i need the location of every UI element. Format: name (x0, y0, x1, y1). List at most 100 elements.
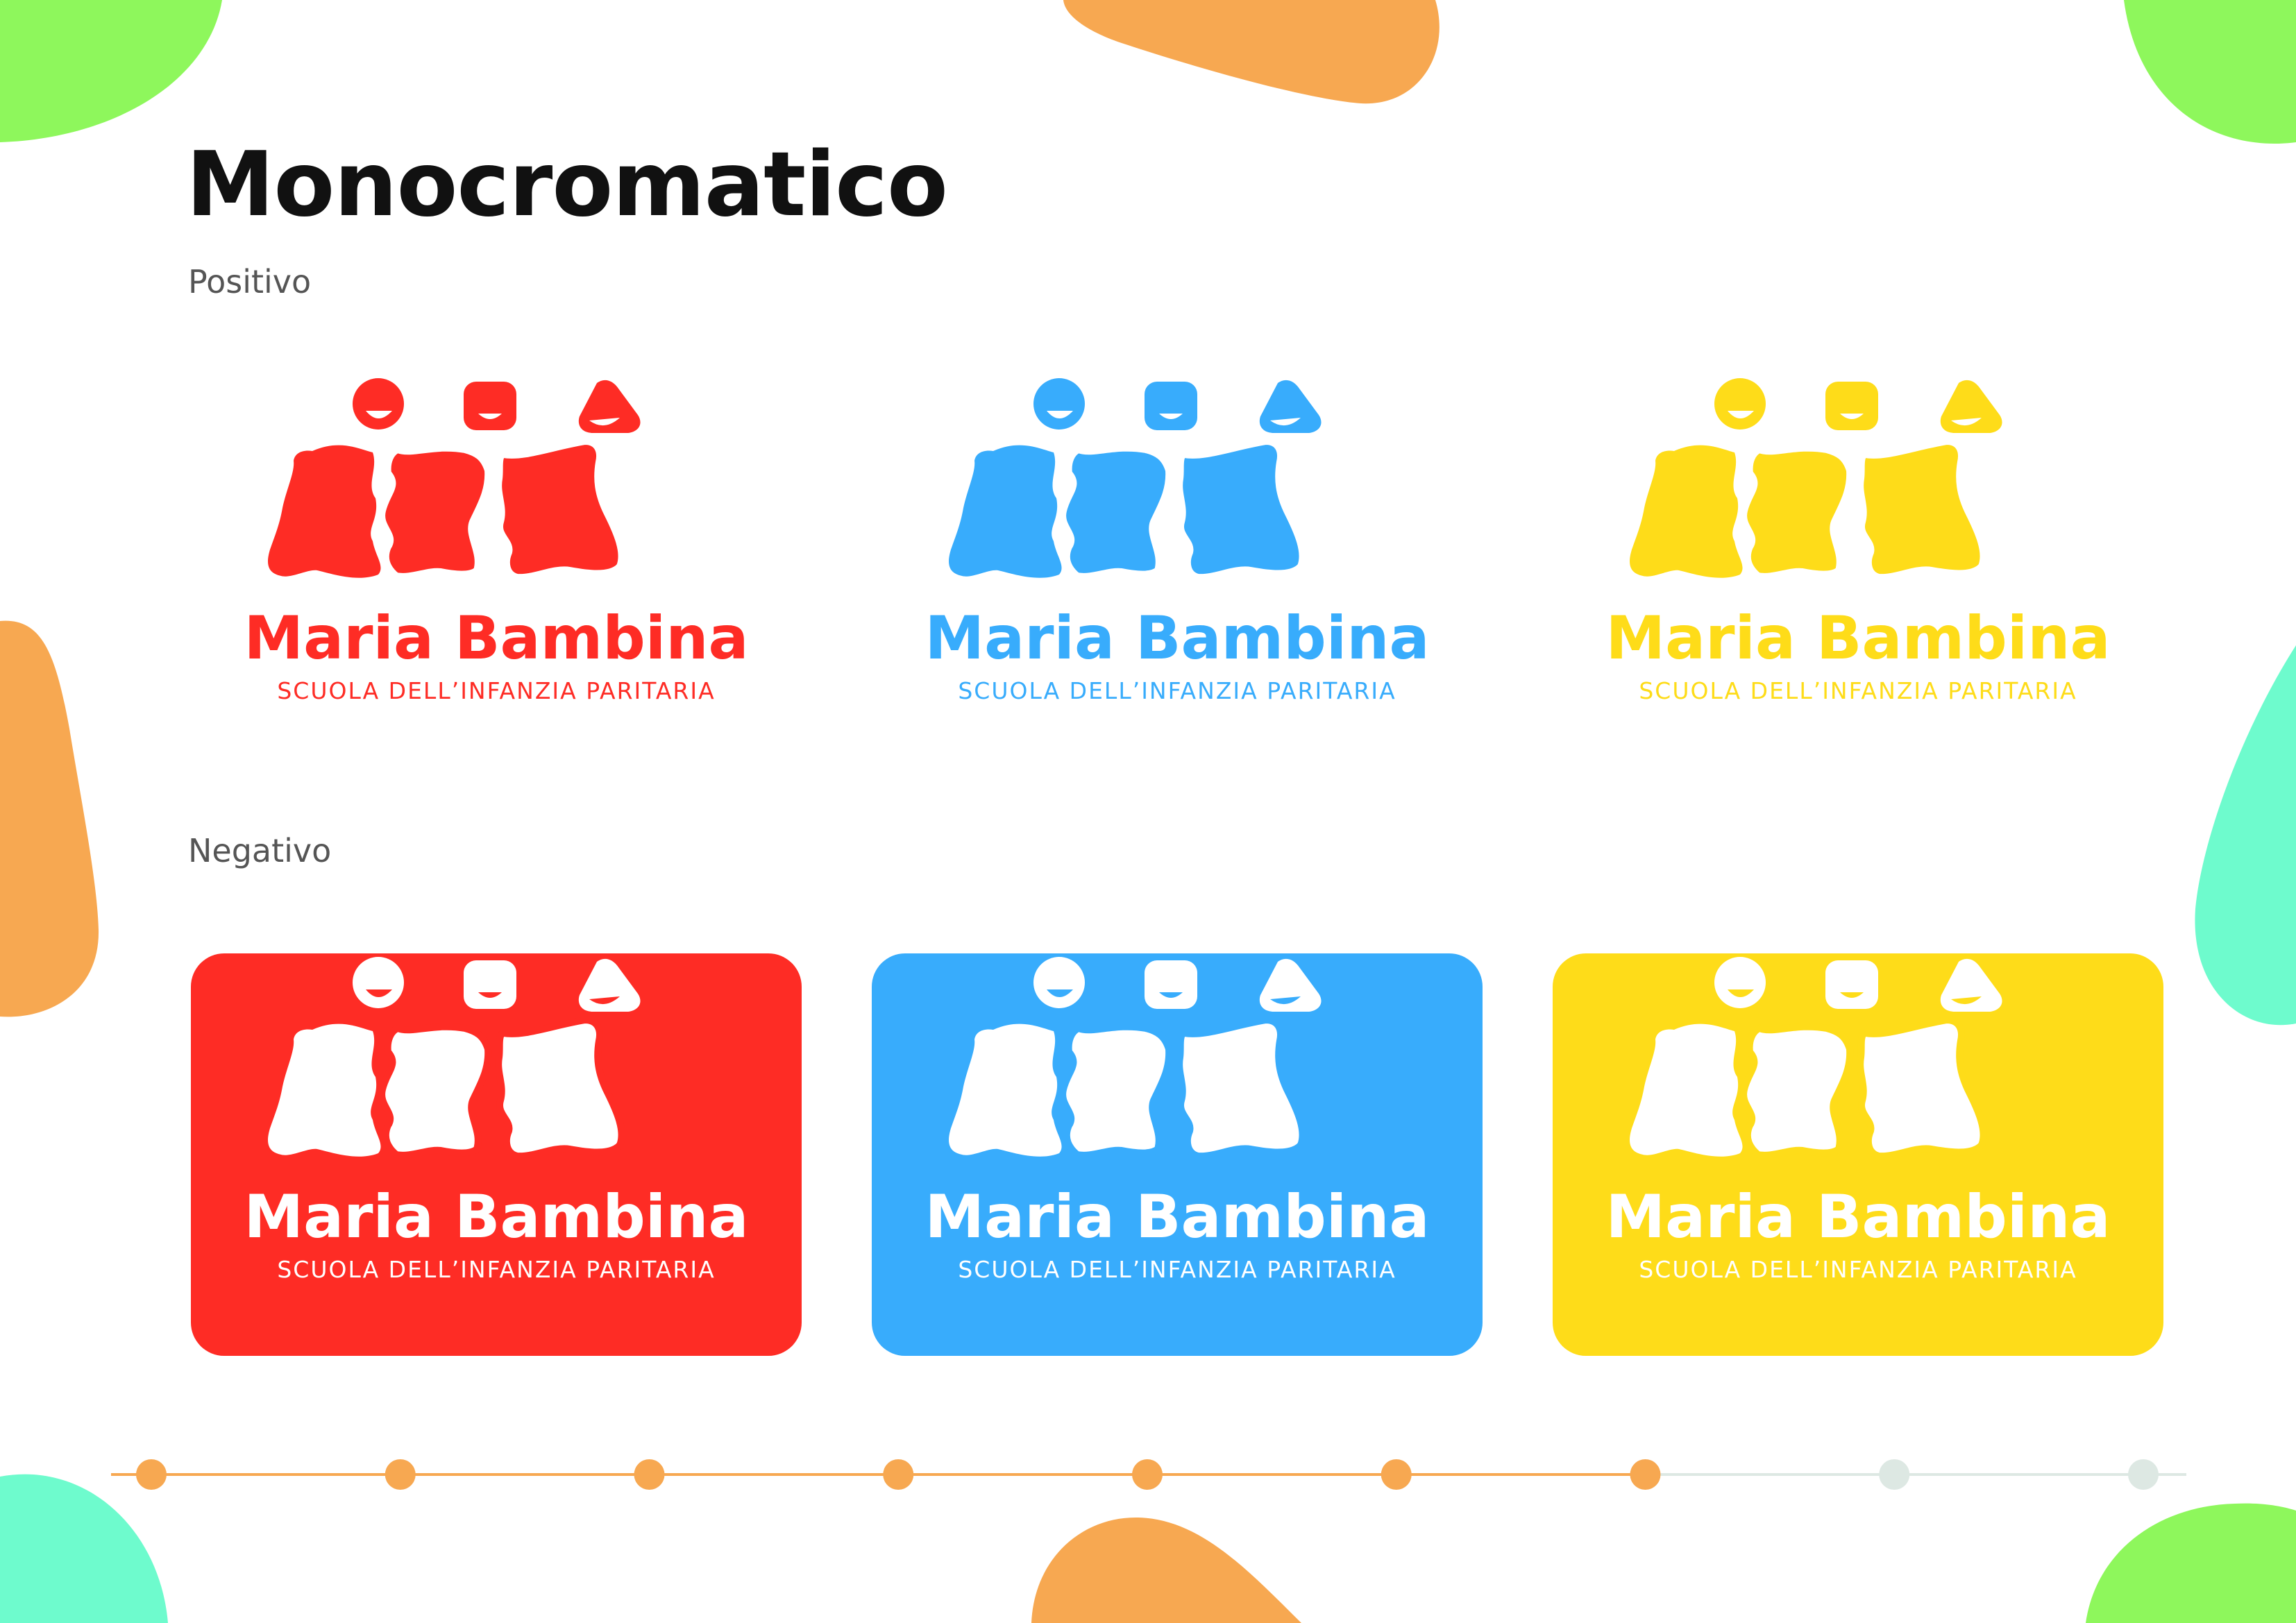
logo-positive-red: Maria Bambina SCUOLA DELL’INFANZIA PARIT… (191, 375, 802, 777)
logo-subtitle: SCUOLA DELL’INFANZIA PARITARIA (958, 1256, 1396, 1283)
body-right-icon (495, 1016, 625, 1160)
head-round-icon (1033, 957, 1085, 1008)
smile-icon (478, 414, 502, 419)
logo-mark-figures (949, 378, 1322, 581)
logo-negative-red-card: Maria Bambina SCUOLA DELL’INFANZIA PARIT… (191, 953, 802, 1356)
logo-name: Maria Bambina (1605, 604, 2111, 673)
logo-mark-icon (949, 378, 1322, 581)
head-triangle-icon (578, 380, 641, 433)
logo-subtitle: SCUOLA DELL’INFANZIA PARITARIA (277, 677, 716, 704)
smile-icon (1840, 414, 1864, 419)
smile-icon (1951, 996, 1982, 1005)
body-middle-icon (1059, 444, 1173, 580)
decor-blob-left (0, 620, 99, 1017)
head-square-icon (464, 960, 516, 1009)
smile-icon (366, 411, 392, 418)
progress-dot-completed (1630, 1459, 1661, 1490)
progress-dot-completed (1132, 1459, 1163, 1490)
logo-negative-yellow-card: Maria Bambina SCUOLA DELL’INFANZIA PARIT… (1553, 953, 2163, 1356)
body-left-icon (949, 1023, 1062, 1157)
logo-negative-blue-card: Maria Bambina SCUOLA DELL’INFANZIA PARIT… (872, 953, 1483, 1356)
progress-dot-pending (2128, 1459, 2159, 1490)
logo-name: Maria Bambina (244, 1182, 749, 1252)
logo-mark-figures (1630, 378, 2002, 581)
section-label-negative: Negativo (188, 832, 332, 869)
logo-mark-figures (1630, 957, 2002, 1160)
head-square-icon (1825, 382, 1878, 430)
smile-icon (1270, 418, 1301, 426)
decor-blob-bottom-center (1031, 1517, 1301, 1623)
logo-mark-figures (268, 378, 641, 581)
logo-name: Maria Bambina (925, 604, 1430, 673)
logo-positive-yellow: Maria Bambina SCUOLA DELL’INFANZIA PARIT… (1553, 375, 2163, 777)
head-triangle-icon (1940, 958, 2002, 1012)
progress-dot-completed (136, 1459, 167, 1490)
progress-dot-pending (1879, 1459, 1910, 1490)
logo-subtitle: SCUOLA DELL’INFANZIA PARITARIA (277, 1256, 716, 1283)
logo-name: Maria Bambina (925, 1182, 1430, 1252)
smile-icon (1159, 414, 1183, 419)
body-left-icon (1630, 1023, 1743, 1157)
smile-icon (1728, 989, 1754, 997)
logo-name: Maria Bambina (1605, 1182, 2111, 1252)
smile-icon (1047, 989, 1073, 997)
smile-icon (589, 418, 620, 426)
smile-icon (366, 989, 392, 997)
head-round-icon (353, 378, 404, 430)
head-square-icon (464, 382, 516, 430)
body-middle-icon (1740, 1023, 1854, 1159)
page-progress-indicator (111, 1459, 2186, 1490)
progress-dot-completed (1381, 1459, 1412, 1490)
body-left-icon (1630, 445, 1743, 578)
logo-positive-blue: Maria Bambina SCUOLA DELL’INFANZIA PARIT… (872, 375, 1483, 777)
page-title: Monocromatico (186, 133, 948, 237)
body-right-icon (495, 437, 625, 581)
body-right-icon (1857, 437, 1987, 581)
progress-dot-completed (883, 1459, 914, 1490)
head-triangle-icon (1259, 380, 1322, 433)
body-middle-icon (1740, 444, 1854, 580)
smile-icon (1951, 418, 1982, 426)
head-square-icon (1145, 960, 1197, 1009)
head-round-icon (1714, 957, 1766, 1008)
head-square-icon (1145, 382, 1197, 430)
smile-icon (1270, 996, 1301, 1005)
body-middle-icon (1059, 1023, 1173, 1159)
body-right-icon (1176, 437, 1306, 581)
logo-mark-icon (1630, 957, 2002, 1160)
logo-mark-figures (268, 957, 641, 1160)
smile-icon (589, 996, 620, 1005)
logo-name: Maria Bambina (244, 604, 749, 673)
decor-blob-bottom-left (0, 1474, 168, 1623)
body-left-icon (268, 445, 381, 578)
decor-blob-bottom-right (2086, 1503, 2296, 1623)
head-round-icon (353, 957, 404, 1008)
body-right-icon (1176, 1016, 1306, 1160)
body-left-icon (268, 1023, 381, 1157)
head-round-icon (1714, 378, 1766, 430)
logo-subtitle: SCUOLA DELL’INFANZIA PARITARIA (1639, 677, 2077, 704)
logo-subtitle: SCUOLA DELL’INFANZIA PARITARIA (958, 677, 1396, 704)
smile-icon (1728, 411, 1754, 418)
smile-icon (1159, 992, 1183, 998)
progress-dot-completed (634, 1459, 665, 1490)
body-right-icon (1857, 1016, 1987, 1160)
head-square-icon (1825, 960, 1878, 1009)
head-triangle-icon (1259, 958, 1322, 1012)
logo-mark-icon (949, 957, 1322, 1160)
logo-mark-icon (268, 378, 641, 581)
decor-blob-right (2195, 645, 2296, 1026)
section-label-positive: Positivo (188, 263, 312, 300)
smile-icon (1840, 992, 1864, 998)
head-triangle-icon (578, 958, 641, 1012)
decor-blob-top-left (0, 0, 222, 142)
logo-mark-icon (1630, 378, 2002, 581)
logo-mark-icon (268, 957, 641, 1160)
head-triangle-icon (1940, 380, 2002, 433)
smile-icon (1047, 411, 1073, 418)
body-middle-icon (378, 444, 492, 580)
body-left-icon (949, 445, 1062, 578)
decor-blob-top-right (2124, 0, 2296, 144)
decor-blob-top-center (1063, 0, 1440, 104)
logo-mark-figures (949, 957, 1322, 1160)
